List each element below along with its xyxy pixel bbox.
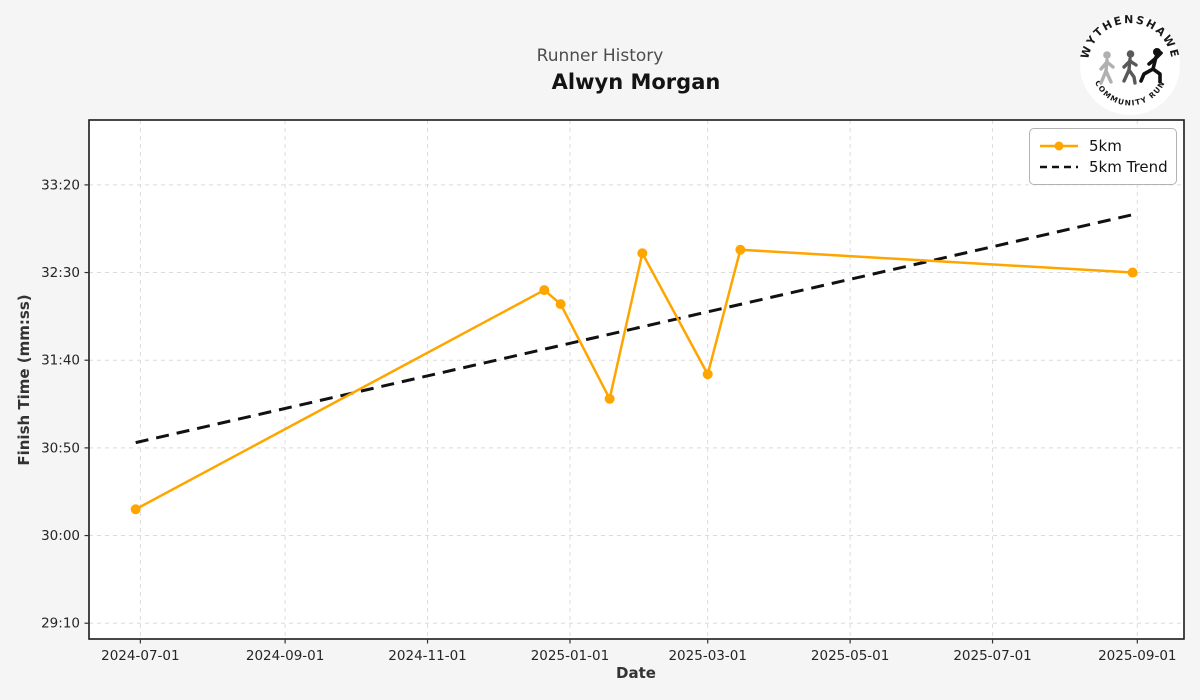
legend-item-5km-trend: 5km Trend (1038, 158, 1168, 176)
legend-5km-line-icon (1040, 141, 1078, 151)
data-point-2025-08-30 (1127, 267, 1138, 278)
series-line-5km-trend (135, 213, 1133, 445)
data-point-2024-06-29 (130, 504, 141, 515)
runner-jogging-icon (1122, 50, 1138, 85)
data-point-2024-12-21 (539, 285, 550, 296)
y-axis-title: Finish Time (mm:ss) (15, 294, 33, 466)
plot-border (88, 119, 1185, 640)
club-logo-icon: WYTHENSHAWE COMMUNITY RUN (1078, 13, 1180, 115)
y-tick-label: 30:50 (41, 440, 80, 456)
chart-legend: 5km 5km Trend (1029, 128, 1177, 185)
x-tick-label: 2024-11-01 (388, 648, 466, 664)
x-tick-label: 2025-01-01 (531, 648, 609, 664)
y-tick-label: 31:40 (41, 353, 80, 369)
runner-walking-icon (1099, 51, 1115, 85)
data-point-2025-01-18 (604, 393, 615, 404)
legend-trend-line-icon (1040, 165, 1078, 169)
x-tick-label: 2024-09-01 (246, 648, 324, 664)
data-point-2025-02-01 (637, 248, 648, 259)
x-tick-label: 2024-07-01 (101, 648, 179, 664)
x-tick-label: 2025-07-01 (953, 648, 1031, 664)
y-tick-label: 33:20 (41, 177, 80, 193)
legend-5km-label: 5km (1089, 137, 1122, 155)
x-tick-label: 2025-09-01 (1098, 648, 1176, 664)
data-point-2024-12-28 (555, 299, 566, 310)
plot-background (89, 120, 1184, 639)
data-point-2025-03-01 (702, 369, 713, 380)
club-logo: WYTHENSHAWE COMMUNITY RUN (1078, 13, 1182, 117)
x-tick-label: 2025-05-01 (811, 648, 889, 664)
chart-suptitle: Runner History (536, 46, 664, 66)
x-tick-label: 2025-03-01 (668, 648, 746, 664)
y-tick-label: 29:10 (41, 616, 80, 632)
x-axis-title: Date (616, 664, 656, 682)
y-tick-label: 32:30 (41, 265, 80, 281)
runner-name-title: Alwyn Morgan (551, 70, 721, 94)
legend-item-5km: 5km (1038, 137, 1168, 155)
legend-trend-label: 5km Trend (1089, 158, 1168, 176)
runner-sprinting-icon (1139, 48, 1163, 84)
data-point-2025-03-15 (735, 244, 746, 255)
y-tick-label: 30:00 (41, 528, 80, 544)
